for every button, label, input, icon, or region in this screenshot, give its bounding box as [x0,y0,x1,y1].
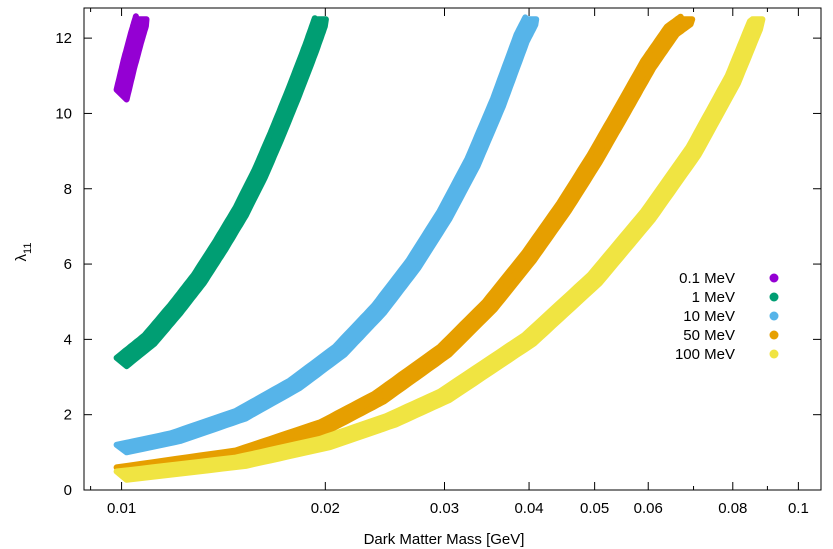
x-tick-label: 0.1 [788,500,809,517]
series-band-3 [113,13,696,478]
legend-marker-2 [769,311,779,321]
axes-layer: 0 2 4 6 8 10 12 0.01 0.02 0.03 0.04 0.05 0.06 0.08 0.1 [55,7,822,517]
legend-label-1: 1 MeV [692,289,735,306]
x-tick-label: 0.05 [580,500,609,517]
x-tick-label: 0.02 [311,500,340,517]
series-band-1 [113,15,329,370]
x-tick-label: 0.08 [718,500,747,517]
x-axis-title: Dark Matter Mass [GeV] [364,531,525,548]
y-tick-label: 4 [64,331,72,348]
y-tick-label: 0 [64,482,72,499]
x-tick-label: 0.03 [430,500,459,517]
y-tick-label: 6 [64,256,72,273]
series-band-4 [113,16,766,483]
y-axis-title: λ11 [13,243,34,262]
legend-label-0: 0.1 MeV [679,270,735,287]
y-axis-title-main: λ [13,253,30,261]
legend-marker-3 [769,330,779,340]
x-tick-label: 0.01 [107,500,136,517]
y-tick-label: 10 [55,105,72,122]
plot-frame [83,7,822,491]
legend-marker-1 [769,292,779,302]
legend-label-2: 10 MeV [683,308,735,325]
legend-marker-0 [769,273,779,283]
series-band-0 [113,13,150,103]
y-tick-label: 8 [64,181,72,198]
legend-marker-4 [769,349,779,359]
y-tick-label: 2 [64,407,72,424]
legend-label-3: 50 MeV [683,327,735,344]
x-tick-label: 0.06 [634,500,663,517]
legend: 0.1 MeV 1 MeV 10 MeV 50 MeV 100 MeV [675,270,779,363]
series-layer [113,13,766,483]
x-tick-label: 0.04 [514,500,543,517]
series-band-2 [113,14,540,456]
legend-label-4: 100 MeV [675,346,735,363]
y-axis-title-sub: 11 [22,243,34,254]
y-tick-label: 12 [55,30,72,47]
